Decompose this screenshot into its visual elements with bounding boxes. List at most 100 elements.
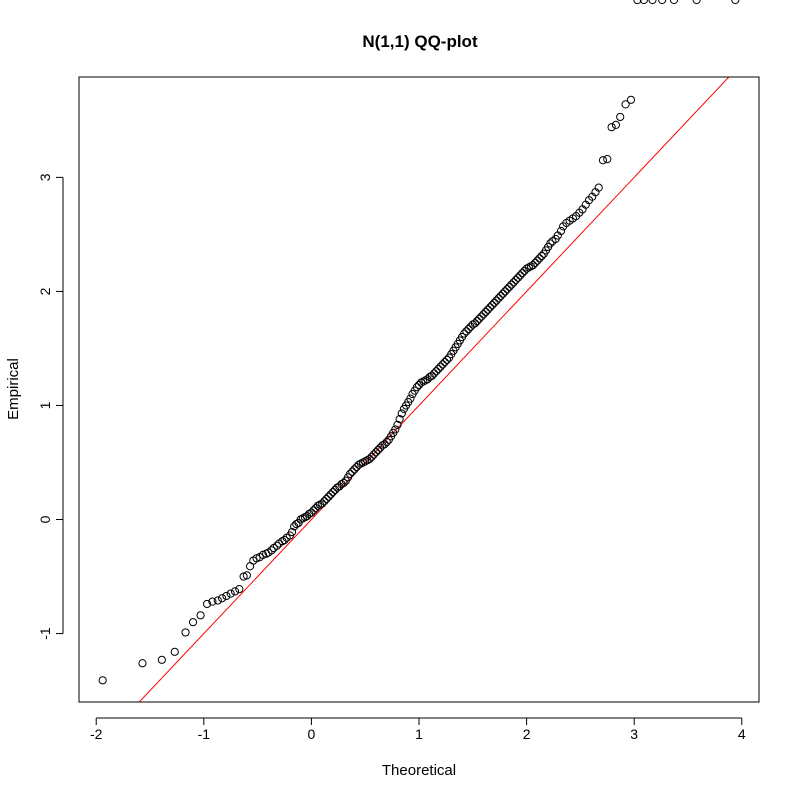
data-point xyxy=(406,394,415,403)
data-point xyxy=(492,296,501,305)
plot-frame xyxy=(78,76,760,703)
data-point xyxy=(412,383,421,392)
data-point xyxy=(397,409,406,418)
y-tick-label: 3 xyxy=(37,173,53,181)
data-point xyxy=(213,596,222,605)
data-point xyxy=(170,647,179,656)
data-point xyxy=(218,594,227,603)
data-point xyxy=(348,467,357,476)
y-tick-label: 2 xyxy=(37,287,53,295)
data-point xyxy=(516,271,525,280)
data-point xyxy=(272,541,282,550)
data-point xyxy=(518,269,527,278)
data-point xyxy=(393,420,402,429)
x-tick-label: 4 xyxy=(738,726,746,742)
data-point xyxy=(500,287,510,296)
data-point xyxy=(369,450,378,459)
data-point xyxy=(280,535,289,545)
data-point xyxy=(470,319,480,328)
data-point xyxy=(648,0,657,5)
data-point xyxy=(639,0,648,5)
data-point xyxy=(473,316,482,326)
data-point xyxy=(503,285,512,294)
data-point xyxy=(633,0,642,5)
data-point xyxy=(296,515,305,524)
data-point xyxy=(188,618,198,627)
data-point xyxy=(427,371,437,380)
data-point xyxy=(509,278,518,287)
data-point xyxy=(669,0,679,5)
data-point xyxy=(242,571,251,580)
data-point xyxy=(626,95,636,104)
data-point xyxy=(328,488,338,497)
data-point xyxy=(607,123,616,132)
y-tick-label: 1 xyxy=(37,401,53,409)
data-point xyxy=(361,457,370,466)
data-point xyxy=(309,506,318,515)
data-point xyxy=(322,494,331,504)
data-point xyxy=(598,156,608,165)
data-point xyxy=(460,329,469,338)
data-point xyxy=(354,460,363,469)
data-point xyxy=(324,492,333,501)
data-point xyxy=(440,358,449,367)
data-point xyxy=(395,415,404,424)
data-point xyxy=(429,369,439,378)
data-point xyxy=(356,459,365,468)
data-point xyxy=(531,258,540,268)
data-point xyxy=(611,120,620,130)
data-point xyxy=(320,497,329,506)
data-point xyxy=(292,519,301,529)
data-point xyxy=(318,499,327,508)
data-point xyxy=(138,659,147,668)
data-point xyxy=(350,465,359,474)
data-point xyxy=(594,183,603,192)
data-point xyxy=(157,655,166,664)
data-point xyxy=(556,226,566,236)
chart-title: N(1,1) QQ-plot xyxy=(362,32,478,51)
data-point xyxy=(485,303,495,312)
data-point xyxy=(479,310,488,319)
data-point xyxy=(483,305,492,314)
data-point xyxy=(307,508,316,517)
data-point xyxy=(202,599,212,609)
data-point xyxy=(658,0,667,5)
data-point xyxy=(267,546,276,555)
x-tick-label: -2 xyxy=(90,726,103,742)
data-point xyxy=(477,312,486,321)
x-tick-label: 0 xyxy=(308,726,316,742)
data-point xyxy=(490,298,499,307)
data-point xyxy=(475,314,484,323)
data-point xyxy=(731,0,740,5)
data-point xyxy=(621,100,630,109)
data-point xyxy=(438,360,447,369)
data-point xyxy=(522,264,531,273)
data-point xyxy=(367,452,376,461)
data-point xyxy=(616,112,625,122)
data-point xyxy=(496,291,505,301)
data-point xyxy=(533,256,542,265)
x-tick-label: -1 xyxy=(198,726,211,742)
x-tick-label: 1 xyxy=(415,726,423,742)
data-point xyxy=(417,378,426,387)
data-point xyxy=(339,478,348,488)
data-point xyxy=(196,611,205,620)
data-point xyxy=(380,440,389,449)
data-point xyxy=(511,275,520,285)
y-tick-label: -1 xyxy=(37,627,53,640)
data-point xyxy=(528,261,538,270)
data-point xyxy=(432,367,441,376)
data-point xyxy=(346,469,355,478)
x-tick-label: 3 xyxy=(630,726,638,742)
data-point xyxy=(462,327,471,336)
data-point xyxy=(374,445,383,455)
x-tick-label: 2 xyxy=(523,726,531,742)
data-point xyxy=(507,280,516,289)
data-point xyxy=(326,490,335,499)
data-point xyxy=(498,289,508,298)
data-point xyxy=(230,587,240,596)
data-point xyxy=(481,307,490,317)
data-point xyxy=(464,324,473,334)
data-point xyxy=(419,377,428,386)
